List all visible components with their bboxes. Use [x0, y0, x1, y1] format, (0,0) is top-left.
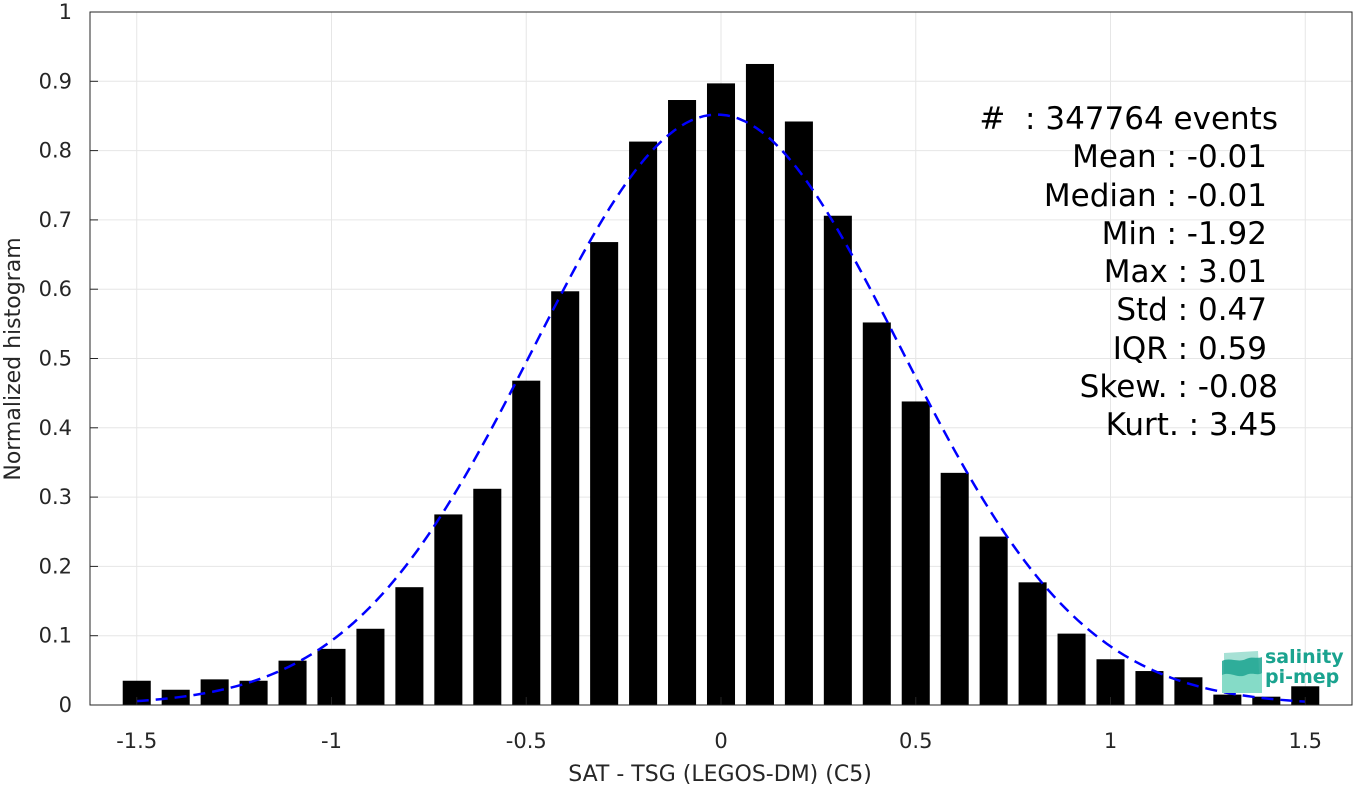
stat-std: Std : 0.47 [1116, 292, 1267, 329]
logo-text: salinity pi-mep [1265, 647, 1344, 687]
x-tick-label: 1.5 [1289, 729, 1322, 753]
histogram-bar [901, 401, 930, 705]
histogram-bar [590, 242, 619, 706]
histogram-bar [434, 514, 463, 705]
histogram-bar [551, 291, 580, 705]
histogram-bar [1018, 582, 1047, 705]
stat-min: Min : -1.92 [1101, 215, 1267, 252]
logo-line-2: pi-mep [1265, 666, 1340, 688]
histogram-bar [278, 660, 307, 705]
histogram-bar [979, 536, 1008, 705]
histogram-bar [1213, 694, 1242, 705]
x-axis-label: SAT - TSG (LEGOS-DM) (C5) [568, 762, 872, 785]
stat-iqr: IQR : 0.59 [1112, 330, 1267, 367]
gaussian-fit-curve [136, 113, 1306, 703]
x-tick-label: -0.5 [506, 729, 547, 753]
y-tick-label: 0.4 [39, 416, 72, 440]
histogram-bar [745, 63, 774, 706]
histogram-bar [1174, 677, 1203, 705]
histogram-bar [940, 472, 969, 705]
x-tick-label: 1 [1104, 729, 1117, 753]
y-tick-label: 0.5 [39, 347, 72, 371]
histogram-bar [784, 121, 813, 705]
histogram-bar [1135, 671, 1164, 705]
y-tick-label: 0.3 [39, 485, 72, 509]
histogram-bar [629, 141, 658, 705]
stat-skew: Skew. : -0.08 [1079, 369, 1278, 406]
statistics-box: # : 347764 events Mean : -0.01 Median : … [930, 100, 1300, 445]
y-tick-label: 0.2 [39, 554, 72, 578]
x-tick-label: -1.5 [116, 729, 157, 753]
x-tick-label: -1 [321, 729, 342, 753]
wave-logo-icon [1222, 651, 1262, 693]
histogram-bar [512, 380, 541, 705]
y-tick-label: 1 [59, 0, 72, 24]
fit-curve-line [136, 113, 1306, 703]
histogram-bar [356, 628, 385, 705]
y-tick-label: 0.6 [39, 277, 72, 301]
histogram-bar [239, 680, 268, 705]
histogram-bar [1291, 686, 1320, 705]
stat-kurt: Kurt. : 3.45 [1105, 407, 1278, 444]
stat-median: Median : -0.01 [1043, 177, 1267, 214]
histogram-bar [823, 215, 852, 705]
histogram-bar [706, 83, 736, 705]
histogram-bars [122, 63, 1320, 706]
histogram-bar [473, 488, 502, 705]
histogram-bar [395, 587, 424, 705]
histogram-bar [862, 322, 891, 705]
logo-line-1: salinity [1265, 646, 1344, 668]
y-tick-label: 0 [59, 693, 72, 717]
y-tick-label: 0.1 [39, 624, 72, 648]
y-tick-label: 0.7 [39, 208, 72, 232]
x-tick-label: 0 [714, 729, 727, 753]
stat-mean: Mean : -0.01 [1072, 139, 1267, 176]
histogram-bar [1252, 696, 1281, 705]
stat-count: # : 347764 events [979, 101, 1278, 137]
histogram-bar [317, 648, 346, 705]
y-tick-label: 0.9 [39, 69, 72, 93]
salinity-pimep-logo: salinity pi-mep [1220, 645, 1360, 695]
histogram-bar [668, 100, 697, 706]
stat-max: Max : 3.01 [1103, 254, 1267, 291]
histogram-bar [1057, 633, 1086, 705]
axis-ticks: -1.5 -1 -0.5 0 0.5 1 1.5 0 0.1 0.2 0.3 0.4 0.5 0.6 0.7… [39, 0, 1322, 753]
y-axis-label: Normalized histogram [1, 237, 26, 480]
x-tick-label: 0.5 [899, 729, 932, 753]
y-tick-label: 0.8 [39, 139, 72, 163]
